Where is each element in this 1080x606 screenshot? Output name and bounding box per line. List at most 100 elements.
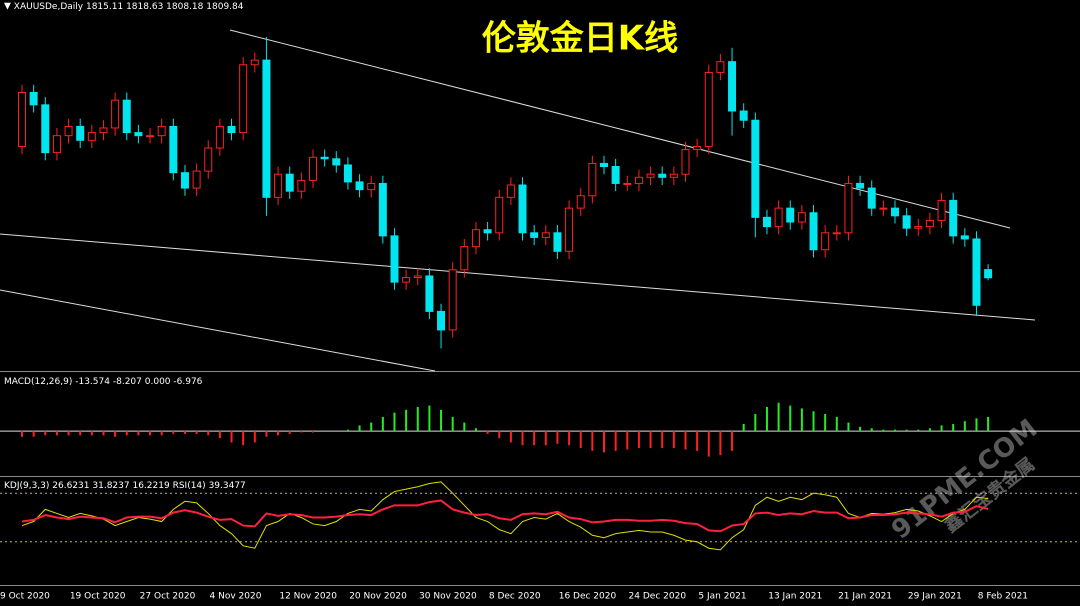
candle-body	[413, 275, 422, 279]
x-tick-label: 29 Jan 2021	[908, 592, 962, 602]
x-tick-label: 12 Nov 2020	[279, 592, 337, 602]
candle-body	[157, 125, 166, 137]
candle-body	[52, 135, 61, 154]
candle-body	[879, 207, 888, 210]
candle-body	[146, 135, 155, 138]
candle-body	[215, 125, 224, 149]
indicator-line	[21, 499, 989, 533]
candle-body	[867, 187, 876, 209]
candle-body	[623, 182, 632, 185]
candle-body	[402, 277, 411, 283]
candle-body	[425, 275, 434, 312]
candle-body	[600, 162, 608, 168]
candle-body	[739, 110, 748, 121]
candle-body	[902, 215, 911, 229]
candle-body	[76, 125, 85, 141]
candle-body	[762, 216, 771, 228]
chart-title: 伦敦金日K线	[482, 19, 678, 59]
x-tick-label: 30 Nov 2020	[419, 592, 477, 602]
candle-body	[786, 207, 795, 223]
candle-body	[984, 269, 993, 279]
readout: -6.976	[173, 377, 202, 387]
candle-body	[355, 181, 364, 191]
indicator-line	[21, 481, 989, 551]
x-tick-label: 24 Dec 2020	[629, 592, 687, 602]
candle-body	[309, 156, 317, 181]
candle-body	[192, 170, 201, 189]
candle-body	[588, 162, 597, 197]
candle-body	[390, 235, 399, 283]
candle-body	[471, 229, 480, 248]
candle-body	[832, 232, 841, 235]
candle-body	[87, 132, 96, 141]
readout: 26.6231	[52, 481, 89, 491]
x-tick-label: 8 Dec 2020	[489, 592, 541, 602]
trendline	[0, 233, 1036, 321]
candle-body	[367, 182, 376, 191]
x-tick-label: 16 Dec 2020	[559, 592, 617, 602]
candle-body	[937, 199, 946, 221]
candle-body	[565, 207, 574, 252]
label: MACD(12,26,9)	[4, 377, 72, 387]
candle-body	[821, 232, 830, 251]
candle-body	[530, 232, 539, 238]
candle-body	[611, 166, 620, 184]
readout: 31.8237	[92, 481, 129, 491]
candle-body	[437, 310, 446, 331]
candle-body	[681, 149, 690, 175]
candle-body	[204, 147, 213, 172]
readout: 16.2219	[132, 481, 169, 491]
candle-body	[250, 59, 259, 66]
candle-body	[960, 235, 969, 240]
candle-body	[343, 164, 352, 183]
x-tick-label: 9 Oct 2020	[0, 592, 50, 602]
x-tick-label: 5 Jan 2021	[698, 592, 746, 602]
x-tick-label: 13 Jan 2021	[768, 592, 822, 602]
readout: 0.000	[145, 377, 171, 387]
kdj-header: KDJ(9,3,3) 26.6231 31.8237 16.2219 RSI(1…	[4, 481, 246, 491]
candle-body	[751, 119, 760, 218]
readout: 1815.11	[86, 2, 123, 12]
candle-body	[297, 179, 306, 192]
candle-body	[914, 226, 923, 229]
candle-body	[716, 61, 725, 73]
candle-body	[972, 238, 981, 306]
candle-body	[169, 125, 178, 174]
candle-body	[29, 92, 38, 106]
candle-body	[18, 92, 26, 147]
candle-body	[239, 64, 248, 134]
candle-body	[495, 196, 504, 234]
candle-body	[99, 127, 108, 134]
candle-body	[634, 176, 643, 184]
label: KDJ(9,3,3)	[4, 481, 49, 491]
candle-body	[448, 269, 457, 331]
candle-body	[553, 232, 562, 252]
candle-body	[949, 199, 958, 237]
x-tick-label: 21 Jan 2021	[838, 592, 892, 602]
trendline	[229, 29, 1011, 229]
candle-body	[646, 173, 655, 178]
x-tick-label: 27 Oct 2020	[140, 592, 196, 602]
x-tick-label: 8 Feb 2021	[978, 592, 1028, 602]
candle-body	[134, 132, 143, 137]
candle-body	[925, 219, 934, 228]
candle-body	[483, 229, 492, 234]
candle-body	[332, 158, 341, 166]
candle-body	[227, 125, 236, 134]
candle-body	[180, 172, 189, 189]
candle-body	[856, 182, 865, 189]
label: RSI(14)	[173, 481, 206, 491]
candle-body	[506, 184, 515, 198]
candle-body	[285, 173, 294, 192]
macd-header: MACD(12,26,9) -13.574 -8.207 0.000 -6.97…	[4, 377, 203, 387]
candle-body	[320, 156, 329, 160]
candle-body	[274, 173, 283, 198]
candle-body	[669, 173, 678, 178]
candle-body	[704, 71, 713, 147]
x-tick-label: 19 Oct 2020	[70, 592, 126, 602]
x-tick-label: 4 Nov 2020	[210, 592, 262, 602]
readout: -13.574	[75, 377, 110, 387]
candle-body	[809, 212, 818, 251]
